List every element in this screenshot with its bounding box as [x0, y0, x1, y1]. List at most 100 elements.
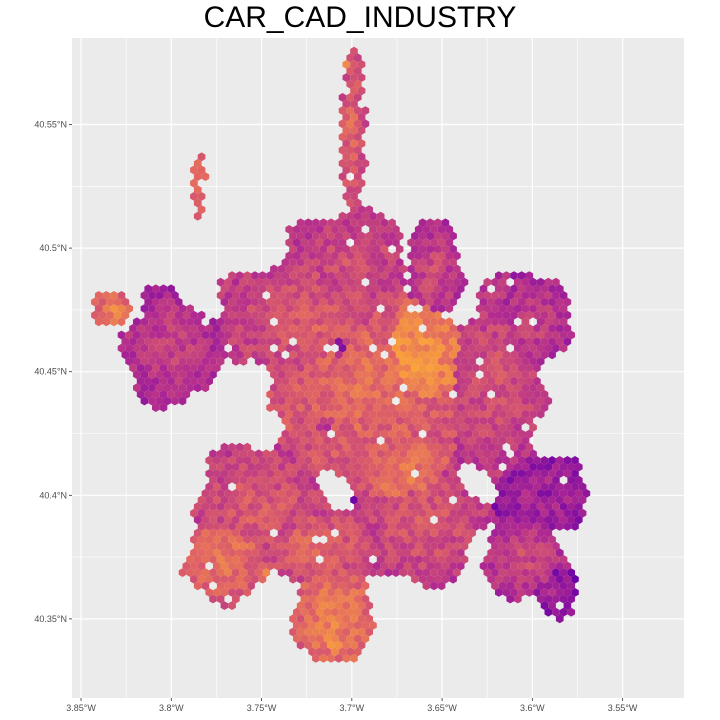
- hexbin-cell: [536, 317, 545, 327]
- hexbin-cell: [285, 264, 293, 274]
- hexbin-cell: [247, 489, 255, 498]
- hexbin-cell: [544, 396, 553, 406]
- hexbin-cell: [213, 495, 221, 505]
- hexbin-cell: [228, 324, 236, 333]
- hexbin-cell: [270, 489, 278, 498]
- hexbin-cell: [205, 588, 213, 597]
- hexbin-cell: [517, 284, 526, 294]
- hexbin-cell: [243, 588, 252, 597]
- hexbin-cell: [167, 324, 175, 333]
- hexbin-cell: [342, 271, 351, 280]
- hexbin-cell: [361, 409, 370, 419]
- hexbin-cell: [213, 363, 221, 373]
- hexbin-cell: [243, 324, 252, 333]
- tick-label-y: 40.55°N: [34, 120, 67, 130]
- hexbin-cell: [552, 317, 560, 327]
- hexbin-cell: [502, 495, 511, 505]
- hexbin-cell: [430, 462, 438, 472]
- hexbin-cell: [293, 304, 301, 313]
- hexbin-cell: [418, 416, 427, 426]
- hexbin-cell: [232, 330, 240, 340]
- hexbin-cell: [293, 264, 301, 274]
- hexbin-cell: [533, 522, 541, 531]
- hexbin-cell: [331, 396, 339, 406]
- hexbin-cell: [453, 343, 461, 353]
- hexbin-cell: [548, 456, 556, 465]
- hexbin-cell: [555, 456, 564, 465]
- hexbin-cell: [342, 310, 351, 320]
- hexbin-cell: [529, 304, 537, 313]
- hexbin-cell: [510, 561, 518, 571]
- hexbin-cell: [437, 462, 446, 472]
- hexbin-cell: [365, 390, 373, 399]
- hexbin-cell: [235, 271, 244, 280]
- hexbin-cell: [254, 462, 263, 472]
- hexbin-cell: [247, 449, 255, 459]
- hexbin-cell: [555, 614, 564, 624]
- hexbin-cell: [232, 581, 240, 591]
- hexbin-cell: [300, 383, 309, 393]
- hexbin-cell: [357, 522, 366, 531]
- hexbin-cell: [232, 502, 240, 511]
- hexbin-cell: [354, 396, 362, 406]
- hexbin-cell: [487, 337, 495, 346]
- hexbin-cell: [414, 370, 423, 379]
- hexbin-cell: [395, 535, 404, 544]
- hexbin-cell: [338, 462, 347, 472]
- hexbin-cell: [224, 502, 232, 511]
- hexbin-cell: [315, 607, 324, 617]
- hexbin-cell: [155, 370, 164, 379]
- hexbin-cell: [517, 495, 526, 505]
- hexbin-cell: [559, 489, 568, 498]
- hexbin-cell: [281, 535, 290, 544]
- hexbin-cell: [479, 363, 488, 373]
- hexbin-cell: [502, 337, 511, 346]
- hexbin-cell: [308, 330, 316, 340]
- hexbin-cell: [449, 548, 457, 558]
- hexbin-cell: [388, 482, 396, 492]
- hexbin-cell: [308, 238, 316, 247]
- hexbin-cell: [426, 574, 434, 584]
- hexbin-cell: [201, 502, 210, 511]
- hexbin-cell: [453, 370, 461, 379]
- hexbin-cell: [487, 416, 495, 426]
- hexbin-cell: [270, 370, 278, 379]
- hexbin-cell: [361, 515, 370, 525]
- hexbin-cell: [380, 429, 389, 439]
- hexbin-cell: [441, 297, 450, 307]
- hexbin-cell: [224, 555, 232, 564]
- hexbin-cell: [254, 277, 263, 287]
- hexbin-cell: [426, 561, 434, 571]
- hexbin-cell: [186, 555, 194, 564]
- hexbin-cell: [251, 548, 259, 558]
- hexbin-cell: [571, 508, 579, 518]
- hexbin-cell: [414, 555, 423, 564]
- hexbin-cell: [361, 436, 370, 445]
- hexbin-cell: [232, 291, 240, 300]
- hexbin-cell: [361, 251, 370, 261]
- hexbin-cell: [567, 330, 575, 340]
- hexbin-cell: [521, 291, 530, 300]
- hexbin-cell: [479, 350, 488, 360]
- hexbin-cell: [346, 106, 354, 115]
- hexbin-cell: [232, 317, 240, 327]
- hexbin-cell: [346, 291, 354, 300]
- hexbin-cell: [506, 528, 514, 538]
- hexbin-cell: [193, 185, 202, 195]
- hexbin-cell: [133, 317, 141, 327]
- hexbin-cell: [315, 462, 324, 472]
- hexbin-cell: [354, 621, 362, 630]
- hexbin-cell: [319, 403, 328, 412]
- hexbin-cell: [521, 555, 530, 564]
- hexbin-cell: [533, 588, 541, 597]
- hexbin-cell: [247, 317, 255, 327]
- hexbin-cell: [315, 594, 324, 604]
- hexbin-cell: [449, 271, 457, 280]
- hexbin-cell: [369, 515, 377, 525]
- hexbin-cell: [315, 528, 324, 538]
- hexbin-cell: [319, 390, 328, 399]
- hexbin-cell: [296, 548, 305, 558]
- hexbin-cell: [380, 561, 389, 571]
- hexbin-cell: [361, 291, 370, 300]
- hexbin-cell: [491, 330, 499, 340]
